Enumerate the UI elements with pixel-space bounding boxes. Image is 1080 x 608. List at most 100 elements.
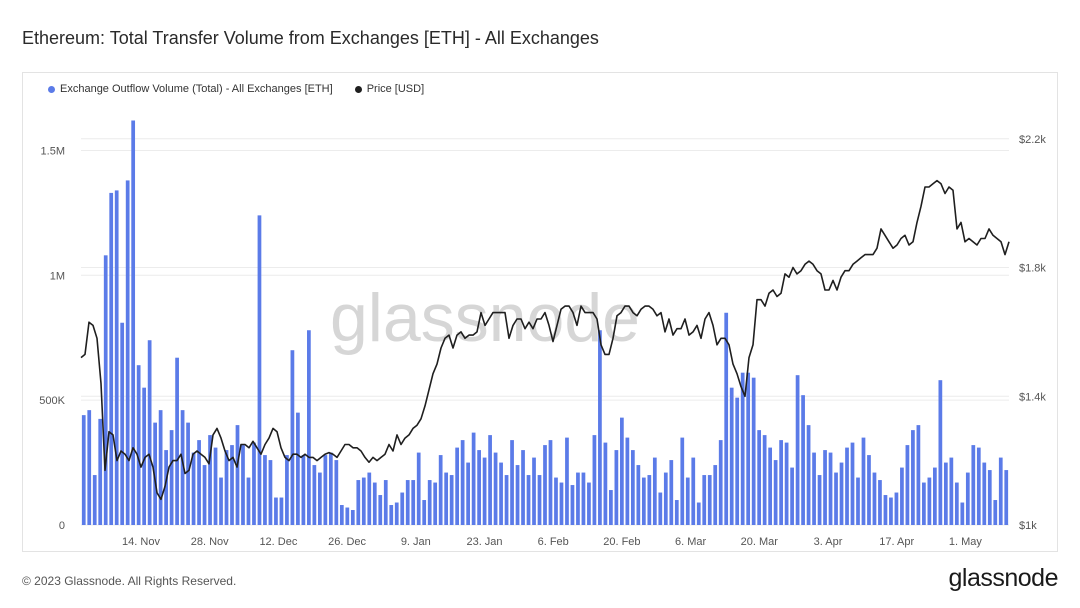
volume-bar (422, 500, 427, 525)
legend-dot-volume (48, 85, 55, 93)
volume-bar (823, 450, 827, 525)
chart-frame: glassnode 0 500K 1M 1.5M $1k $1.4k $1.8k $2.2k 14… (22, 72, 1058, 552)
volume-bar (581, 472, 586, 525)
volume-bar (790, 467, 794, 525)
volume-bar (603, 442, 608, 525)
volume-bar (372, 482, 377, 525)
volume-bar (290, 350, 295, 525)
volume-bar (328, 452, 333, 525)
volume-bar (680, 437, 685, 525)
volume-bar (718, 440, 723, 525)
legend-item-volume[interactable]: Exchange Outflow Volume (Total) - All Ex… (48, 83, 333, 95)
volume-bar (933, 467, 937, 525)
volume-bar (400, 492, 405, 525)
volume-bar (806, 425, 811, 525)
volume-bar (537, 475, 542, 525)
volume-bar (361, 477, 366, 525)
x-tick-label: 17. Apr (879, 536, 914, 548)
volume-bar (493, 452, 498, 525)
y-left-tick-label: 1.5M (41, 145, 65, 157)
x-tick-label: 26. Dec (328, 536, 366, 548)
volume-bar (669, 460, 674, 525)
volume-bar (548, 440, 553, 525)
volume-bar (416, 452, 421, 525)
volume-bar (905, 445, 910, 525)
volume-bar (158, 410, 163, 525)
volume-bar (274, 497, 278, 525)
volume-bar (861, 437, 866, 525)
volume-bar (592, 435, 597, 525)
volume-bar (103, 255, 108, 525)
y-right-tick-label: $1.8k (1019, 263, 1046, 275)
legend-label-price: Price [USD] (366, 83, 425, 95)
volume-bar (779, 440, 783, 525)
volume-bar (828, 452, 833, 525)
volume-bar (449, 475, 454, 525)
volume-bar (114, 190, 119, 525)
volume-bar (993, 500, 998, 525)
volume-bar (466, 462, 470, 525)
volume-bar (746, 372, 751, 525)
volume-bar (241, 445, 245, 525)
volume-bar (317, 472, 322, 525)
volume-bar (554, 477, 558, 525)
volume-bar (213, 447, 218, 525)
volume-bar (125, 180, 130, 525)
volume-bar (960, 502, 965, 525)
volume-bar (696, 502, 701, 525)
volume-bar (872, 472, 877, 525)
volume-bar (515, 465, 520, 525)
volume-bar (922, 482, 926, 525)
volume-bar (652, 457, 657, 525)
volume-bar (378, 495, 383, 525)
volume-bar (674, 500, 679, 525)
volume-bar (751, 377, 756, 525)
volume-bar (296, 412, 300, 525)
x-tick-label: 3. Apr (814, 536, 843, 548)
x-tick-label: 28. Nov (191, 536, 229, 548)
footer-copyright: © 2023 Glassnode. All Rights Reserved. (22, 574, 237, 588)
volume-bar (153, 422, 157, 525)
volume-bar (191, 452, 196, 525)
volume-bar (301, 455, 306, 525)
volume-bar (735, 397, 740, 525)
legend-item-price[interactable]: Price [USD] (354, 83, 425, 95)
volume-bar (427, 480, 432, 525)
volume-bar (334, 460, 339, 525)
volume-bar (356, 480, 361, 525)
volume-bar (224, 450, 229, 525)
y-left-tick-label: 1M (50, 270, 65, 282)
volume-bar (762, 435, 767, 525)
volume-bar (394, 502, 399, 525)
volume-bar (658, 492, 663, 525)
glassnode-logo: glassnode (948, 564, 1059, 592)
volume-bar (230, 445, 234, 525)
volume-bar (246, 477, 251, 525)
volume-bar (685, 477, 690, 525)
volume-bar (817, 475, 822, 525)
volume-bar (812, 452, 816, 525)
volume-bar (965, 472, 970, 525)
volume-bar (867, 455, 871, 525)
volume-bar (927, 477, 932, 525)
volume-bar (186, 422, 190, 525)
y-left-tick-label: 0 (59, 520, 65, 532)
volume-bar (636, 465, 641, 525)
volume-bar (609, 490, 613, 525)
volume-bar (87, 410, 92, 525)
volume-bar (98, 418, 103, 525)
volume-bar (894, 492, 899, 525)
volume-bar (801, 395, 805, 525)
volume-bar (307, 330, 311, 525)
volume-bar (647, 475, 652, 525)
volume-bar (367, 472, 372, 525)
volume-bar (625, 437, 630, 525)
volume-bar (488, 435, 492, 525)
volume-bar (916, 425, 921, 525)
volume-bar (477, 450, 481, 525)
volume-bar (1004, 470, 1009, 525)
volume-bar (834, 472, 838, 525)
volume-bar (405, 480, 410, 525)
watermark: glassnode (330, 280, 640, 356)
page-title: Ethereum: Total Transfer Volume from Exc… (22, 28, 599, 48)
